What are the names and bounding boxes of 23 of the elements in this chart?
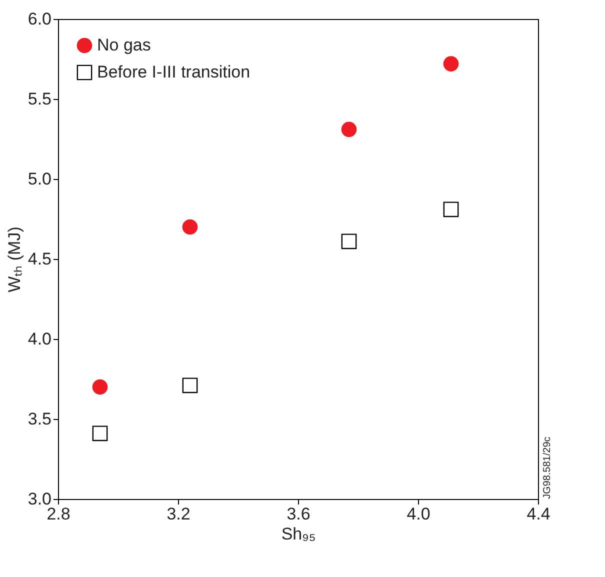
point <box>443 56 459 72</box>
legend-label: No gas <box>97 36 151 54</box>
y-tick-label: 5.5 <box>28 90 52 108</box>
x-tick-label: 4.4 <box>526 504 550 524</box>
point <box>92 379 108 395</box>
point <box>341 234 357 250</box>
text: JG98.581/29c <box>542 436 553 499</box>
x-axis-title: Sh₉₅ <box>281 524 316 544</box>
point <box>443 202 459 218</box>
y-tick-label: 4.5 <box>28 250 52 268</box>
y-tick-label: 3.5 <box>28 410 52 428</box>
point <box>92 426 108 442</box>
legend-label: Before I-III transition <box>97 62 250 82</box>
y-tick-label: 6.0 <box>28 10 52 28</box>
y-tick-label: 5.0 <box>28 170 52 188</box>
point <box>341 122 357 138</box>
y-axis-title: Wₜₕ (MJ) <box>4 226 24 292</box>
x-tick-label: 4.0 <box>406 504 430 524</box>
point <box>182 378 198 394</box>
y-tick-label: 4.0 <box>28 330 52 348</box>
x-tick-label: 3.6 <box>286 504 310 524</box>
x-tick-label: 3.2 <box>166 504 190 524</box>
point <box>182 219 198 235</box>
